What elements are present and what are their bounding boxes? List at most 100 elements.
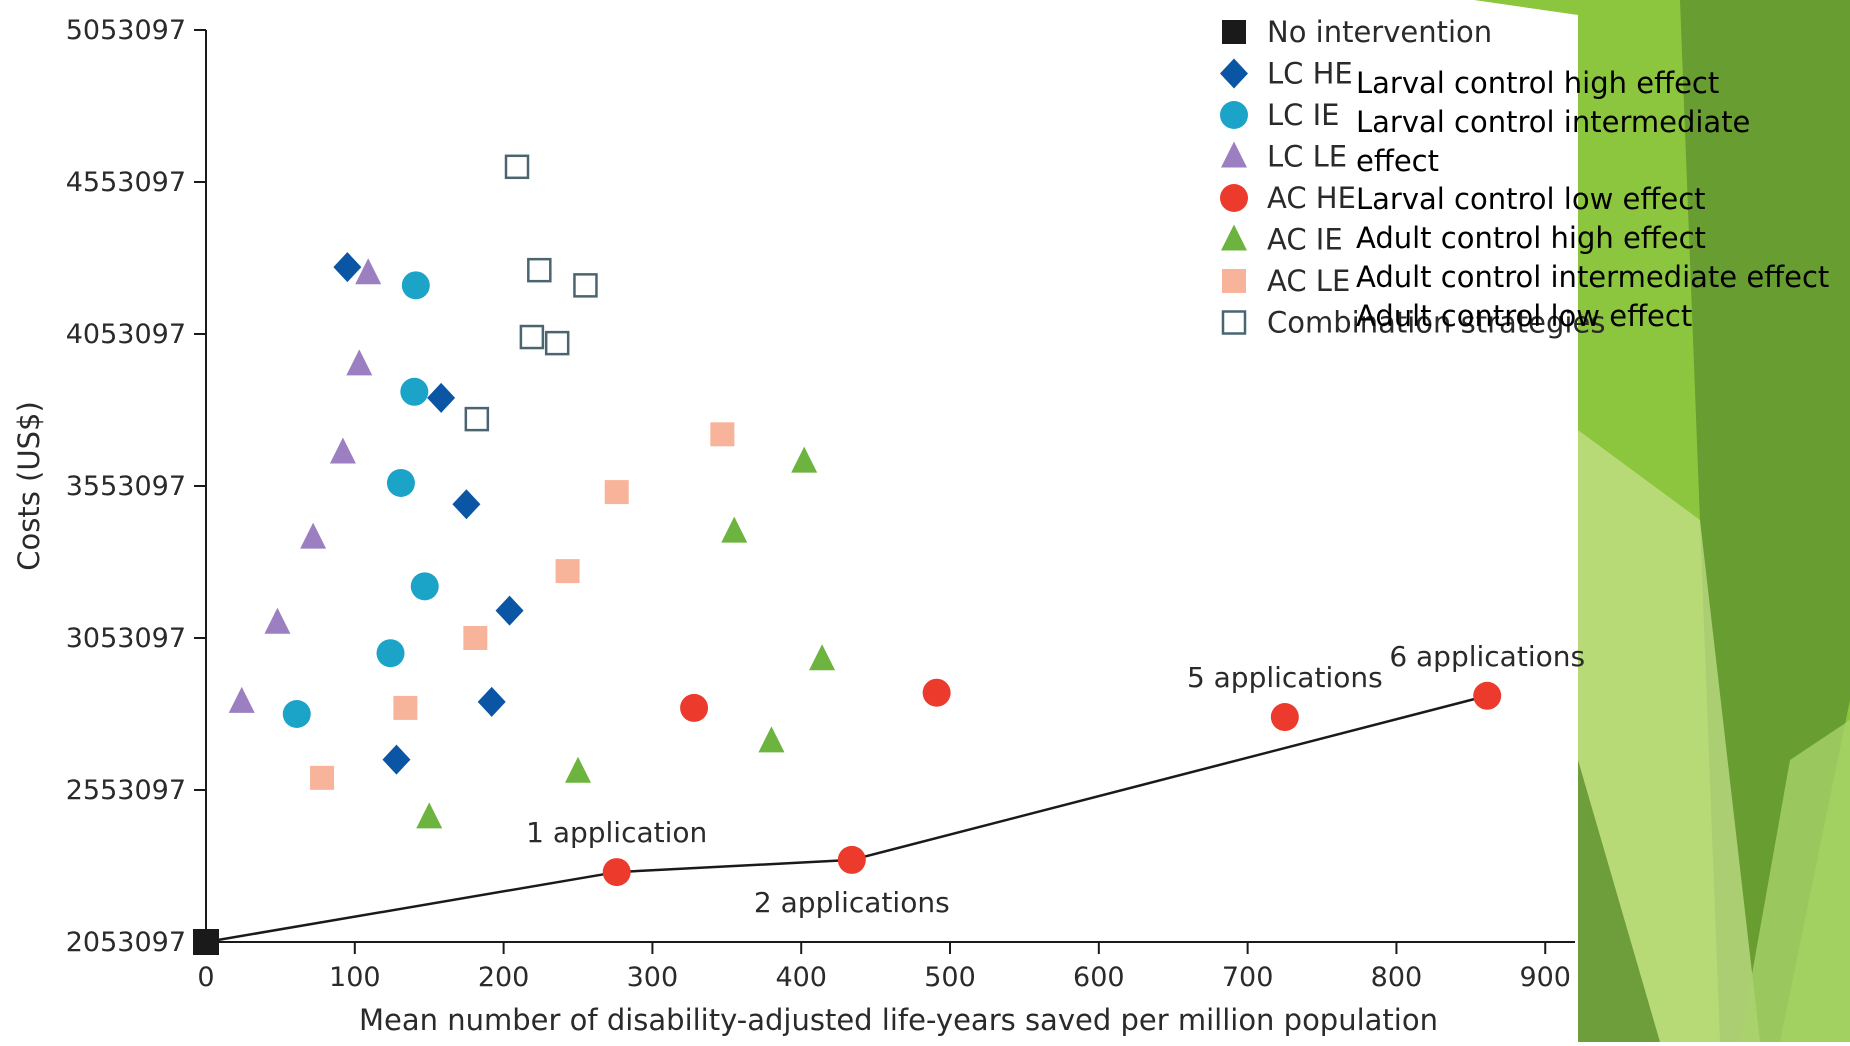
overlay-label: Adult control low effect <box>1356 299 1692 333</box>
application-label: 6 applications <box>1389 640 1585 673</box>
point-ac-he <box>680 693 709 722</box>
point-ac-le <box>710 422 735 447</box>
point-lc-ie <box>386 468 415 497</box>
point-lc-ie <box>282 700 311 728</box>
point-ac-ie <box>721 516 748 543</box>
legend-swatch <box>1222 20 1246 44</box>
point-ac-le <box>310 765 335 790</box>
y-tick-label: 2553097 <box>66 775 186 806</box>
point-ac-he <box>837 845 866 874</box>
point-lc-he <box>333 252 362 283</box>
data-points <box>193 154 1502 955</box>
point-lc-he <box>477 686 506 717</box>
overlay-label: Adult control high effect <box>1356 221 1706 255</box>
point-ac-le <box>393 695 418 720</box>
legend-swatch <box>1220 101 1248 129</box>
y-tick-label: 4053097 <box>66 319 186 350</box>
overlay-label: Larval control high effect <box>1356 66 1719 100</box>
point-combination <box>464 406 490 432</box>
application-label: 1 application <box>526 816 707 849</box>
point-combination <box>544 330 570 356</box>
point-combination <box>504 154 530 180</box>
point-lc-le <box>329 437 356 464</box>
legend-label: Combination strategies <box>1267 306 1605 340</box>
slide-lower-shard <box>1578 760 1660 1042</box>
overlay-label: Larval control intermediate <box>1356 105 1750 139</box>
overlay-label: Adult control intermediate effect <box>1356 260 1829 294</box>
point-lc-ie <box>376 639 405 668</box>
point-lc-le <box>355 258 382 285</box>
legend-swatch <box>1222 269 1246 293</box>
overlay-label: effect <box>1356 144 1439 178</box>
point-lc-le <box>346 349 373 376</box>
x-tick-label: 900 <box>1519 962 1571 993</box>
y-tick-label: 2053097 <box>66 927 186 958</box>
x-tick-label: 800 <box>1371 962 1423 993</box>
point-ac-ie <box>791 446 818 473</box>
legend-label: AC LE <box>1267 264 1350 298</box>
point-combination <box>573 273 598 298</box>
point-lc-he <box>427 382 456 413</box>
legend-label: AC IE <box>1267 223 1343 257</box>
slide-green-decoration <box>1474 0 1850 1042</box>
axes: 2053097 2553097 3053097 3553097 4053097 45530… <box>12 15 1575 1037</box>
x-axis-title: Mean number of disability-adjusted life-… <box>359 1003 1438 1037</box>
point-lc-ie <box>410 572 439 601</box>
legend: No intervention LC HE LC IE LC LE AC HE AC IE… <box>1220 15 1605 340</box>
slide-light-shard <box>1578 430 1760 1042</box>
point-ac-he <box>1473 681 1502 710</box>
point-ac-le <box>604 480 629 505</box>
point-ac-ie <box>809 644 836 671</box>
point-ac-ie <box>416 802 443 829</box>
x-tick-label: 100 <box>329 962 381 993</box>
point-lc-le <box>228 686 255 713</box>
y-tick-label: 3553097 <box>66 471 186 502</box>
frontier-line <box>205 694 1488 944</box>
slide-bottom-shard <box>1740 720 1850 1042</box>
y-tick-label: 3053097 <box>66 623 186 654</box>
legend-swatch <box>1220 184 1248 212</box>
point-lc-he <box>382 744 411 775</box>
point-ac-le <box>463 626 488 650</box>
x-tick-label: 0 <box>197 962 214 993</box>
point-ac-he <box>602 858 631 887</box>
legend-swatch <box>1220 58 1248 89</box>
point-combination <box>527 257 552 283</box>
point-ac-ie <box>758 726 785 753</box>
point-ac-he <box>922 678 951 707</box>
legend-label: LC LE <box>1267 140 1347 174</box>
application-label: 2 applications <box>754 886 950 919</box>
overlay-label: Larval control low effect <box>1356 182 1706 216</box>
point-lc-he <box>452 489 481 520</box>
y-tick-label: 4553097 <box>66 167 186 198</box>
no-intervention-point <box>193 929 219 955</box>
x-tick-label: 200 <box>478 962 530 993</box>
overlay-legend-labels: Larval control high effect Larval control… <box>1356 66 1829 333</box>
y-axis-title: Costs (US$) <box>12 401 46 571</box>
application-annotations: 1 application 2 applications 5 application… <box>526 640 1585 919</box>
legend-swatch <box>1221 224 1247 251</box>
x-tick-label: 400 <box>775 962 827 993</box>
application-label: 5 applications <box>1187 661 1383 694</box>
x-tick-label: 700 <box>1222 962 1274 993</box>
y-tick-label: 5053097 <box>66 15 186 46</box>
x-tick-label: 600 <box>1073 962 1125 993</box>
point-lc-he <box>495 595 524 626</box>
point-lc-ie <box>401 271 430 300</box>
x-tick-label: 500 <box>924 962 976 993</box>
point-lc-le <box>264 607 291 634</box>
point-lc-ie <box>400 377 429 406</box>
point-ac-he <box>1270 703 1299 732</box>
legend-swatch <box>1221 141 1247 168</box>
point-lc-le <box>300 522 327 549</box>
legend-label: LC IE <box>1267 98 1340 132</box>
legend-label: No intervention <box>1267 15 1492 49</box>
legend-label: LC HE <box>1267 57 1353 91</box>
legend-label: AC HE <box>1267 181 1356 215</box>
point-ac-ie <box>565 756 592 783</box>
point-combination <box>519 324 545 350</box>
legend-swatch <box>1221 310 1247 335</box>
point-ac-le <box>555 559 580 584</box>
